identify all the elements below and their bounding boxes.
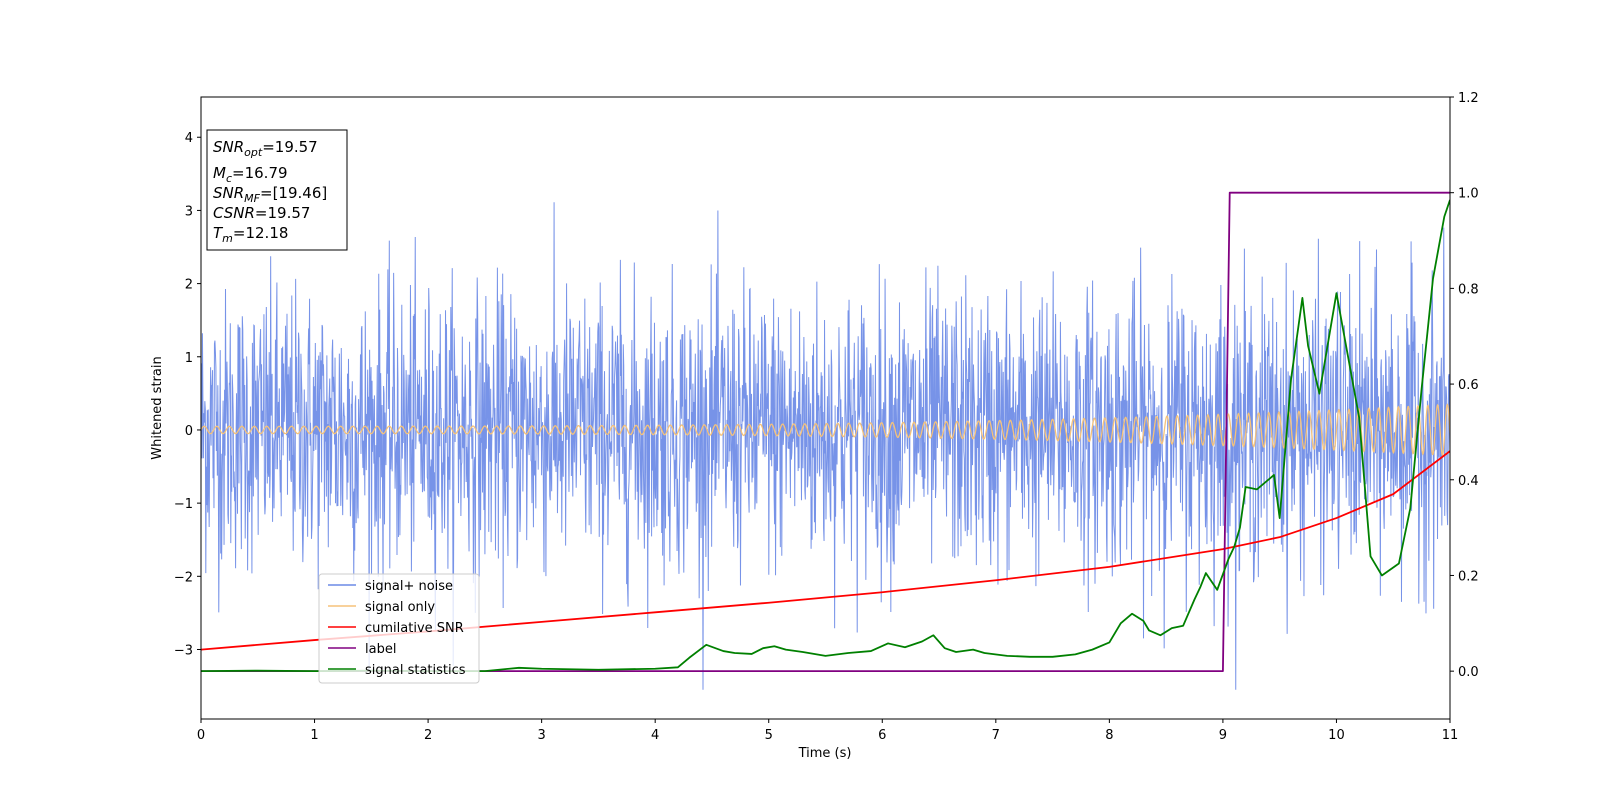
series-signal-statistics-line bbox=[201, 199, 1450, 673]
x-tick-label: 7 bbox=[992, 728, 1000, 743]
x-tick-label: 1 bbox=[310, 728, 318, 743]
legend-label-signal-only: signal only bbox=[365, 600, 435, 615]
x-tick-label: 9 bbox=[1219, 728, 1227, 743]
series-label-line bbox=[201, 191, 1450, 673]
x-tick-label: 5 bbox=[765, 728, 773, 743]
y-right-tick-label: 0.8 bbox=[1458, 282, 1479, 297]
legend-frame bbox=[318, 573, 480, 684]
y-axis-label: Whitened strain bbox=[150, 356, 165, 459]
legend: signal+ noise signal only cumilative SNR… bbox=[318, 573, 480, 684]
y-left-tick-label: −2 bbox=[174, 570, 193, 585]
x-tick-label: 2 bbox=[424, 728, 432, 743]
legend-label-cumulative-snr: cumilative SNR bbox=[365, 621, 464, 636]
csnr-annotation: CSNR=19.57 bbox=[213, 204, 310, 222]
legend-label-signal-statistics: signal statistics bbox=[365, 663, 466, 678]
legend-label-label: label bbox=[365, 642, 396, 657]
mc-annotation: Mc=16.79 bbox=[213, 164, 288, 185]
y-right-tick-label: 0.6 bbox=[1458, 378, 1479, 393]
series-signal-noise-line bbox=[201, 202, 1450, 690]
y-left-tick-label: −3 bbox=[174, 643, 193, 658]
y-left-tick-label: 0 bbox=[185, 424, 193, 439]
x-tick-label: 11 bbox=[1442, 728, 1459, 743]
y-left-tick-label: 1 bbox=[185, 351, 193, 366]
snr-mf-annotation: SNRMF=[19.46] bbox=[213, 184, 327, 205]
ticks-layer: 0 1 2 3 4 5 6 7 8 9 10 1143210−1−2−31.21.00.80.60.4… bbox=[174, 91, 1479, 743]
info-box-frame bbox=[206, 129, 348, 251]
y-right-tick-label: 0.4 bbox=[1458, 474, 1479, 489]
y-right-tick-label: 1.0 bbox=[1458, 187, 1479, 202]
series-signal-only-line bbox=[201, 403, 1450, 457]
x-tick-label: 4 bbox=[651, 728, 659, 743]
y-left-tick-label: 2 bbox=[185, 278, 193, 293]
x-axis-label: Time (s) bbox=[798, 746, 852, 761]
y-left-tick-label: −1 bbox=[174, 497, 193, 512]
y-right-tick-label: 0.2 bbox=[1458, 569, 1479, 584]
x-tick-label: 8 bbox=[1105, 728, 1113, 743]
y-left-tick-label: 4 bbox=[185, 131, 193, 146]
y-left-tick-label: 3 bbox=[185, 204, 193, 219]
x-tick-label: 10 bbox=[1328, 728, 1345, 743]
tm-annotation: Tm=12.18 bbox=[213, 224, 288, 245]
x-tick-label: 0 bbox=[197, 728, 205, 743]
x-tick-label: 6 bbox=[878, 728, 886, 743]
plot-frame bbox=[200, 96, 1451, 720]
info-box: SNRopt=19.57 Mc=16.79 SNRMF=[19.46] CSNR… bbox=[206, 129, 348, 251]
y-right-tick-label: 0.0 bbox=[1458, 665, 1479, 680]
legend-label-signal-noise: signal+ noise bbox=[365, 579, 453, 594]
x-tick-label: 3 bbox=[537, 728, 545, 743]
snr-opt-annotation: SNRopt=19.57 bbox=[213, 138, 318, 159]
y-right-tick-label: 1.2 bbox=[1458, 91, 1479, 106]
